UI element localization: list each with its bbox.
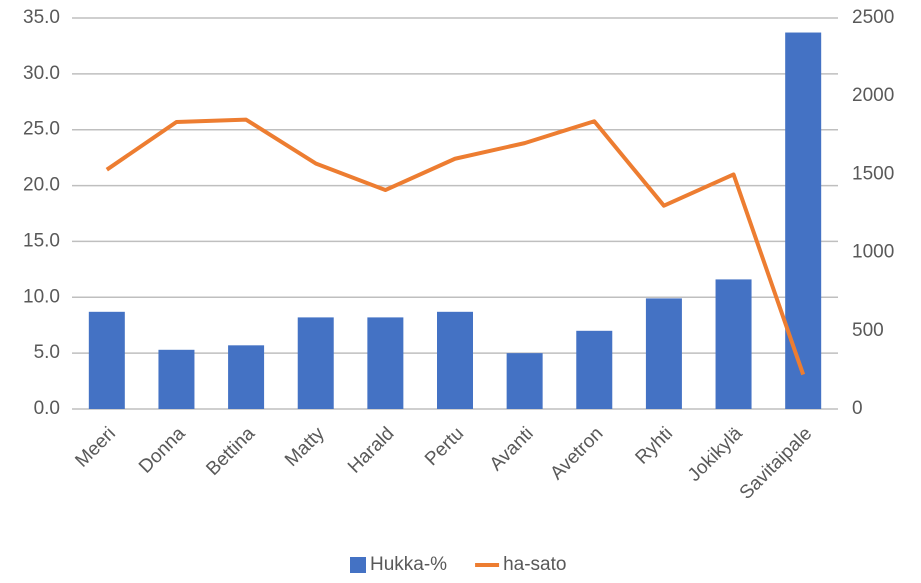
x-tick-label: Pertu	[421, 423, 468, 470]
y-tick-label: 25.0	[23, 119, 60, 140]
y-tick-label: 20.0	[23, 175, 60, 196]
bar	[715, 279, 752, 409]
x-tick-label: Ryhti	[632, 423, 677, 468]
x-tick-label: Jokikylä	[684, 423, 747, 486]
bar	[297, 317, 334, 409]
legend-label: Hukka-%	[370, 554, 447, 575]
x-tick-label: Meeri	[71, 423, 119, 471]
legend-label: ha-sato	[503, 554, 566, 575]
y2-tick-label: 500	[852, 320, 884, 341]
bar	[228, 345, 265, 409]
y-tick-label: 35.0	[23, 7, 60, 28]
bar	[437, 311, 473, 409]
x-tick-label: Matty	[281, 423, 329, 471]
y2-tick-label: 2500	[852, 7, 894, 28]
x-tick-label: Avetron	[546, 423, 607, 484]
bar	[506, 353, 543, 409]
y2-tick-label: 2000	[852, 85, 894, 106]
y2-tick-label: 1500	[852, 163, 894, 184]
y-tick-label: 5.0	[34, 342, 60, 363]
bar	[88, 311, 125, 409]
y-tick-label: 0.0	[34, 398, 60, 419]
x-tick-label: Harald	[344, 423, 398, 477]
legend-swatch	[350, 557, 366, 573]
y2-tick-label: 0	[852, 398, 863, 419]
bar	[785, 32, 822, 409]
x-tick-label: Savitaipale	[736, 423, 817, 504]
y-tick-label: 15.0	[23, 230, 60, 251]
x-tick-label: Donna	[135, 423, 190, 478]
y-tick-label: 30.0	[23, 63, 60, 84]
x-tick-label: Avanti	[486, 423, 538, 475]
bar	[645, 298, 682, 409]
x-tick-label: Bettina	[202, 423, 259, 480]
bar	[367, 317, 404, 409]
y2-tick-label: 1000	[852, 242, 894, 263]
bar	[158, 349, 195, 409]
bar	[576, 330, 613, 409]
line	[105, 117, 806, 376]
y-tick-label: 10.0	[23, 286, 60, 307]
